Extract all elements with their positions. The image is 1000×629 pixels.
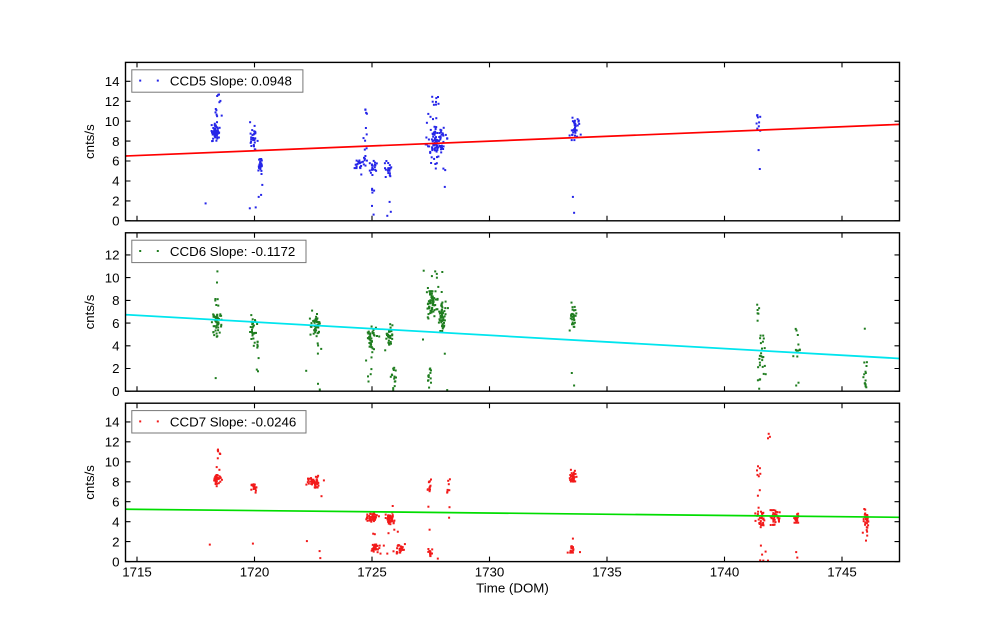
svg-text:6: 6 [112, 494, 119, 509]
svg-text:1720: 1720 [240, 564, 270, 579]
svg-text:10: 10 [105, 114, 120, 129]
svg-text:12: 12 [105, 94, 120, 109]
svg-text:10: 10 [105, 455, 120, 470]
svg-text:14: 14 [105, 74, 120, 89]
svg-text:1740: 1740 [710, 564, 740, 579]
svg-text:cnts/s: cnts/s [82, 294, 97, 329]
svg-text:CCD5 Slope: 0.0948: CCD5 Slope: 0.0948 [170, 74, 292, 89]
svg-text:cnts/s: cnts/s [82, 465, 97, 500]
svg-text:10: 10 [105, 270, 120, 285]
svg-text:4: 4 [112, 514, 119, 529]
svg-text:1715: 1715 [122, 564, 152, 579]
svg-text:6: 6 [112, 154, 119, 169]
svg-text:12: 12 [105, 248, 120, 263]
svg-text:2: 2 [112, 534, 119, 549]
svg-text:0: 0 [112, 384, 119, 399]
svg-text:0: 0 [112, 554, 119, 569]
svg-text:CCD7 Slope: -0.0246: CCD7 Slope: -0.0246 [170, 414, 296, 429]
svg-text:CCD6 Slope: -0.1172: CCD6 Slope: -0.1172 [170, 244, 295, 259]
svg-text:1725: 1725 [357, 564, 387, 579]
svg-text:2: 2 [112, 194, 119, 209]
svg-text:8: 8 [112, 475, 119, 490]
svg-text:1745: 1745 [827, 564, 857, 579]
svg-text:4: 4 [112, 174, 119, 189]
svg-text:14: 14 [105, 415, 120, 430]
svg-text:cnts/s: cnts/s [82, 124, 97, 159]
svg-text:8: 8 [112, 293, 119, 308]
svg-text:Time (DOM): Time (DOM) [476, 580, 549, 595]
svg-text:0: 0 [112, 214, 119, 229]
svg-text:2: 2 [112, 361, 119, 376]
svg-text:12: 12 [105, 435, 120, 450]
svg-text:1730: 1730 [475, 564, 505, 579]
svg-text:8: 8 [112, 134, 119, 149]
svg-text:4: 4 [112, 339, 119, 354]
svg-text:6: 6 [112, 316, 119, 331]
svg-text:1735: 1735 [592, 564, 622, 579]
